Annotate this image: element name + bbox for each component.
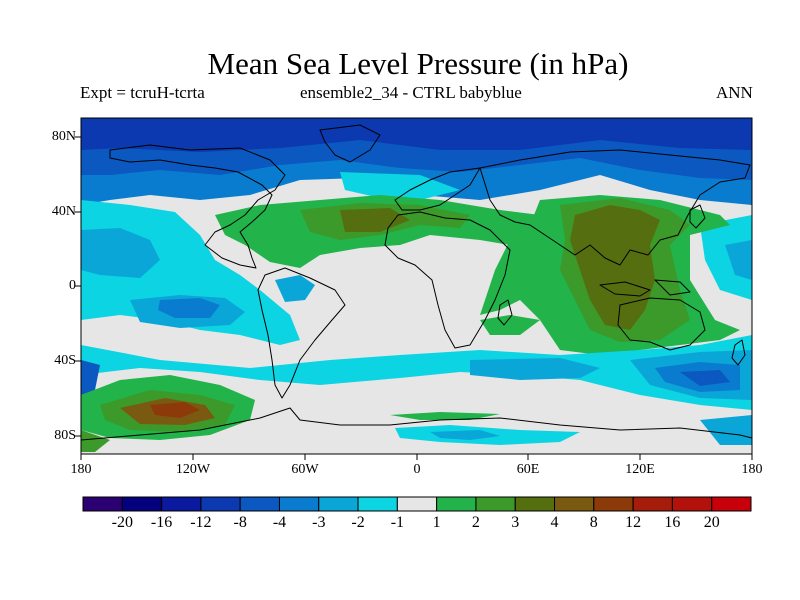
lon-label-0: 0	[413, 462, 421, 477]
colorbar-label: -3	[312, 514, 326, 531]
coast-indonesia	[599, 279, 691, 297]
antarctic-low-right	[700, 415, 752, 445]
east-pacific-cyan-right	[700, 215, 752, 300]
colorbar-box-12	[554, 496, 595, 512]
colorbar-box-16	[711, 496, 752, 512]
colorbar-box-14	[632, 496, 673, 512]
colorbar-label: 8	[589, 514, 598, 531]
colorbar-label: 4	[550, 514, 559, 531]
colorbar-label: -8	[233, 514, 247, 531]
colorbar	[82, 496, 752, 512]
lat-label-80s: 80S	[54, 428, 76, 443]
arctic-low-core	[81, 118, 752, 152]
colorbar-box-15	[671, 496, 713, 512]
colorbar-box-11	[514, 496, 556, 512]
colorbar-box-5	[278, 496, 320, 512]
colorbar-label: 16	[664, 514, 681, 531]
lat-label-80n: 80N	[51, 129, 76, 144]
atlantic-high-core	[340, 208, 410, 232]
colorbar-label: -16	[150, 514, 173, 531]
coast-madagascar	[497, 299, 513, 326]
colorbar-box-4	[239, 496, 280, 512]
indian-ocean-high	[480, 315, 540, 335]
coast-australia	[617, 297, 706, 351]
southern-ocean-low-outer	[81, 335, 752, 410]
contour-field	[81, 118, 752, 454]
colorbar-label: 20	[703, 514, 720, 531]
colorbar-box-9	[436, 496, 477, 512]
southern-ocean-low-deep	[680, 370, 730, 386]
south-america-low	[275, 275, 315, 302]
lat-label-40n: 40N	[51, 204, 76, 219]
north-atlantic-cyan	[340, 172, 460, 200]
colorbar-label: 2	[471, 514, 480, 531]
south-pacific-high-deep	[150, 402, 200, 418]
antarctic-cyan-inner	[430, 430, 500, 440]
south-america-tip-high	[81, 430, 110, 452]
coast-north-america	[109, 144, 286, 269]
colorbar-label: 12	[625, 514, 642, 531]
experiment-label: Expt = tcruH-tcrta	[80, 83, 205, 102]
east-pacific-blue-right	[725, 240, 752, 280]
southern-ocean-low-inner-1	[470, 358, 600, 380]
south-pacific-low	[81, 360, 100, 395]
lat-label-eq: 0	[69, 278, 76, 293]
colorbar-label: -2	[351, 514, 365, 531]
colorbar-box-6	[318, 496, 359, 512]
coast-greenland	[319, 124, 381, 163]
colorbar-box-3	[200, 496, 241, 512]
lon-label-60w: 60W	[291, 462, 319, 477]
coastlines	[81, 124, 752, 441]
colorbar-box-7	[357, 496, 398, 512]
pacific-low-inner-1	[81, 228, 160, 278]
lon-label-120e: 120E	[625, 462, 655, 477]
colorbar-label: -12	[190, 514, 212, 531]
season-label: ANN	[716, 83, 753, 102]
coast-antarctica	[81, 407, 752, 441]
asia-high-core	[570, 205, 660, 330]
colorbar-box-8	[396, 496, 438, 512]
colorbar-label: 3	[511, 514, 520, 531]
coast-south-america	[257, 267, 346, 399]
lat-label-40s: 40S	[54, 353, 76, 368]
lon-label-60e: 60E	[516, 462, 540, 477]
colorbar-box-2	[161, 496, 202, 512]
colorbar-label: 1	[432, 514, 441, 531]
pacific-low-core	[158, 298, 220, 318]
ensemble-label: ensemble2_34 - CTRL babyblue	[300, 83, 522, 102]
colorbar-box-1	[121, 496, 163, 512]
colorbar-label: -1	[390, 514, 405, 531]
antarctic-green-strip	[390, 412, 500, 420]
lon-label-120w: 120W	[175, 462, 211, 477]
coast-new-zealand	[731, 339, 746, 366]
axis-ticks	[75, 136, 753, 460]
coast-asia	[479, 149, 751, 266]
lon-label-180e: 180	[741, 462, 763, 477]
plot-title: Mean Sea Level Pressure (in hPa)	[207, 46, 629, 81]
colorbar-box-10	[475, 496, 516, 512]
coast-europe-africa	[384, 167, 511, 349]
colorbar-label: -20	[111, 514, 133, 531]
lon-label-180w: 180	[70, 462, 92, 477]
colorbar-label: -4	[272, 514, 287, 531]
colorbar-box-0	[82, 496, 123, 512]
coast-japan	[689, 204, 706, 229]
colorbar-box-13	[593, 496, 634, 512]
